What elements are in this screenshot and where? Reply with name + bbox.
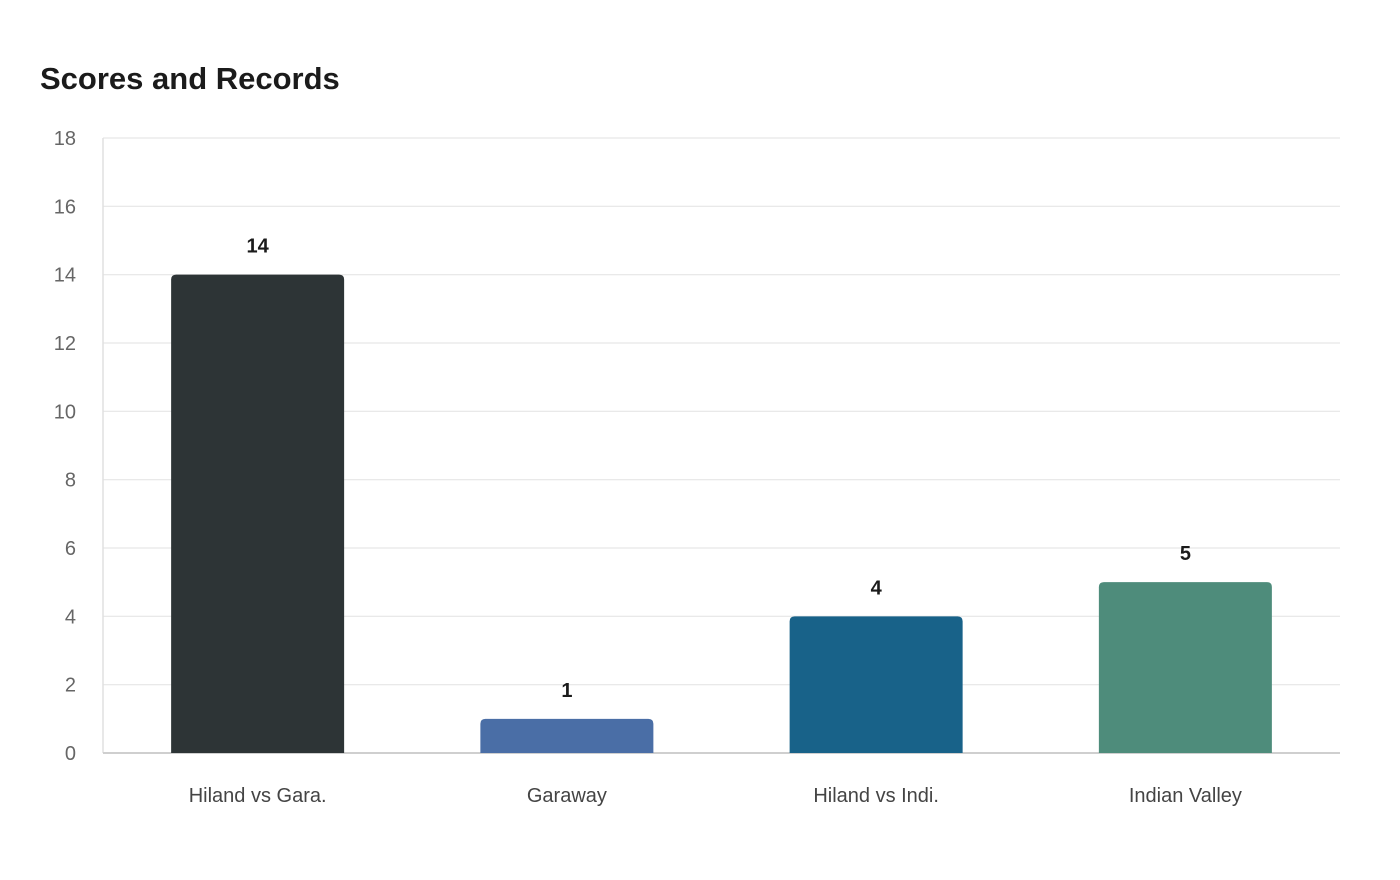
bar-3 [1098, 582, 1272, 753]
data-label: 1 [561, 680, 572, 702]
y-tick-label: 8 [65, 470, 76, 492]
data-label: 4 [871, 577, 883, 599]
data-label: 14 [247, 236, 270, 258]
y-tick-label: 2 [65, 675, 76, 697]
bar-2 [789, 616, 963, 753]
y-tick-label: 10 [54, 401, 76, 423]
x-tick-label: Hiland vs Indi. [813, 785, 939, 807]
y-tick-label: 18 [54, 128, 76, 150]
bars [171, 274, 1272, 753]
y-tick-label: 16 [54, 196, 76, 218]
chart-title: Scores and Records [40, 61, 340, 96]
bar-1 [480, 718, 654, 753]
y-tick-label: 4 [65, 606, 76, 628]
y-tick-label: 12 [54, 333, 76, 355]
data-label: 5 [1180, 543, 1191, 565]
bar-0 [171, 274, 345, 753]
x-axis-ticks: Hiland vs Gara. Garaway Hiland vs Indi. Ind… [189, 785, 1242, 807]
x-tick-label: Indian Valley [1129, 785, 1242, 807]
x-tick-label: Hiland vs Gara. [189, 785, 327, 807]
y-tick-label: 0 [65, 743, 76, 765]
x-tick-label: Garaway [527, 785, 607, 807]
y-tick-label: 14 [54, 265, 76, 287]
y-axis-ticks: 0 2 4 6 8 10 12 14 16 18 [54, 128, 76, 765]
y-tick-label: 6 [65, 538, 76, 560]
